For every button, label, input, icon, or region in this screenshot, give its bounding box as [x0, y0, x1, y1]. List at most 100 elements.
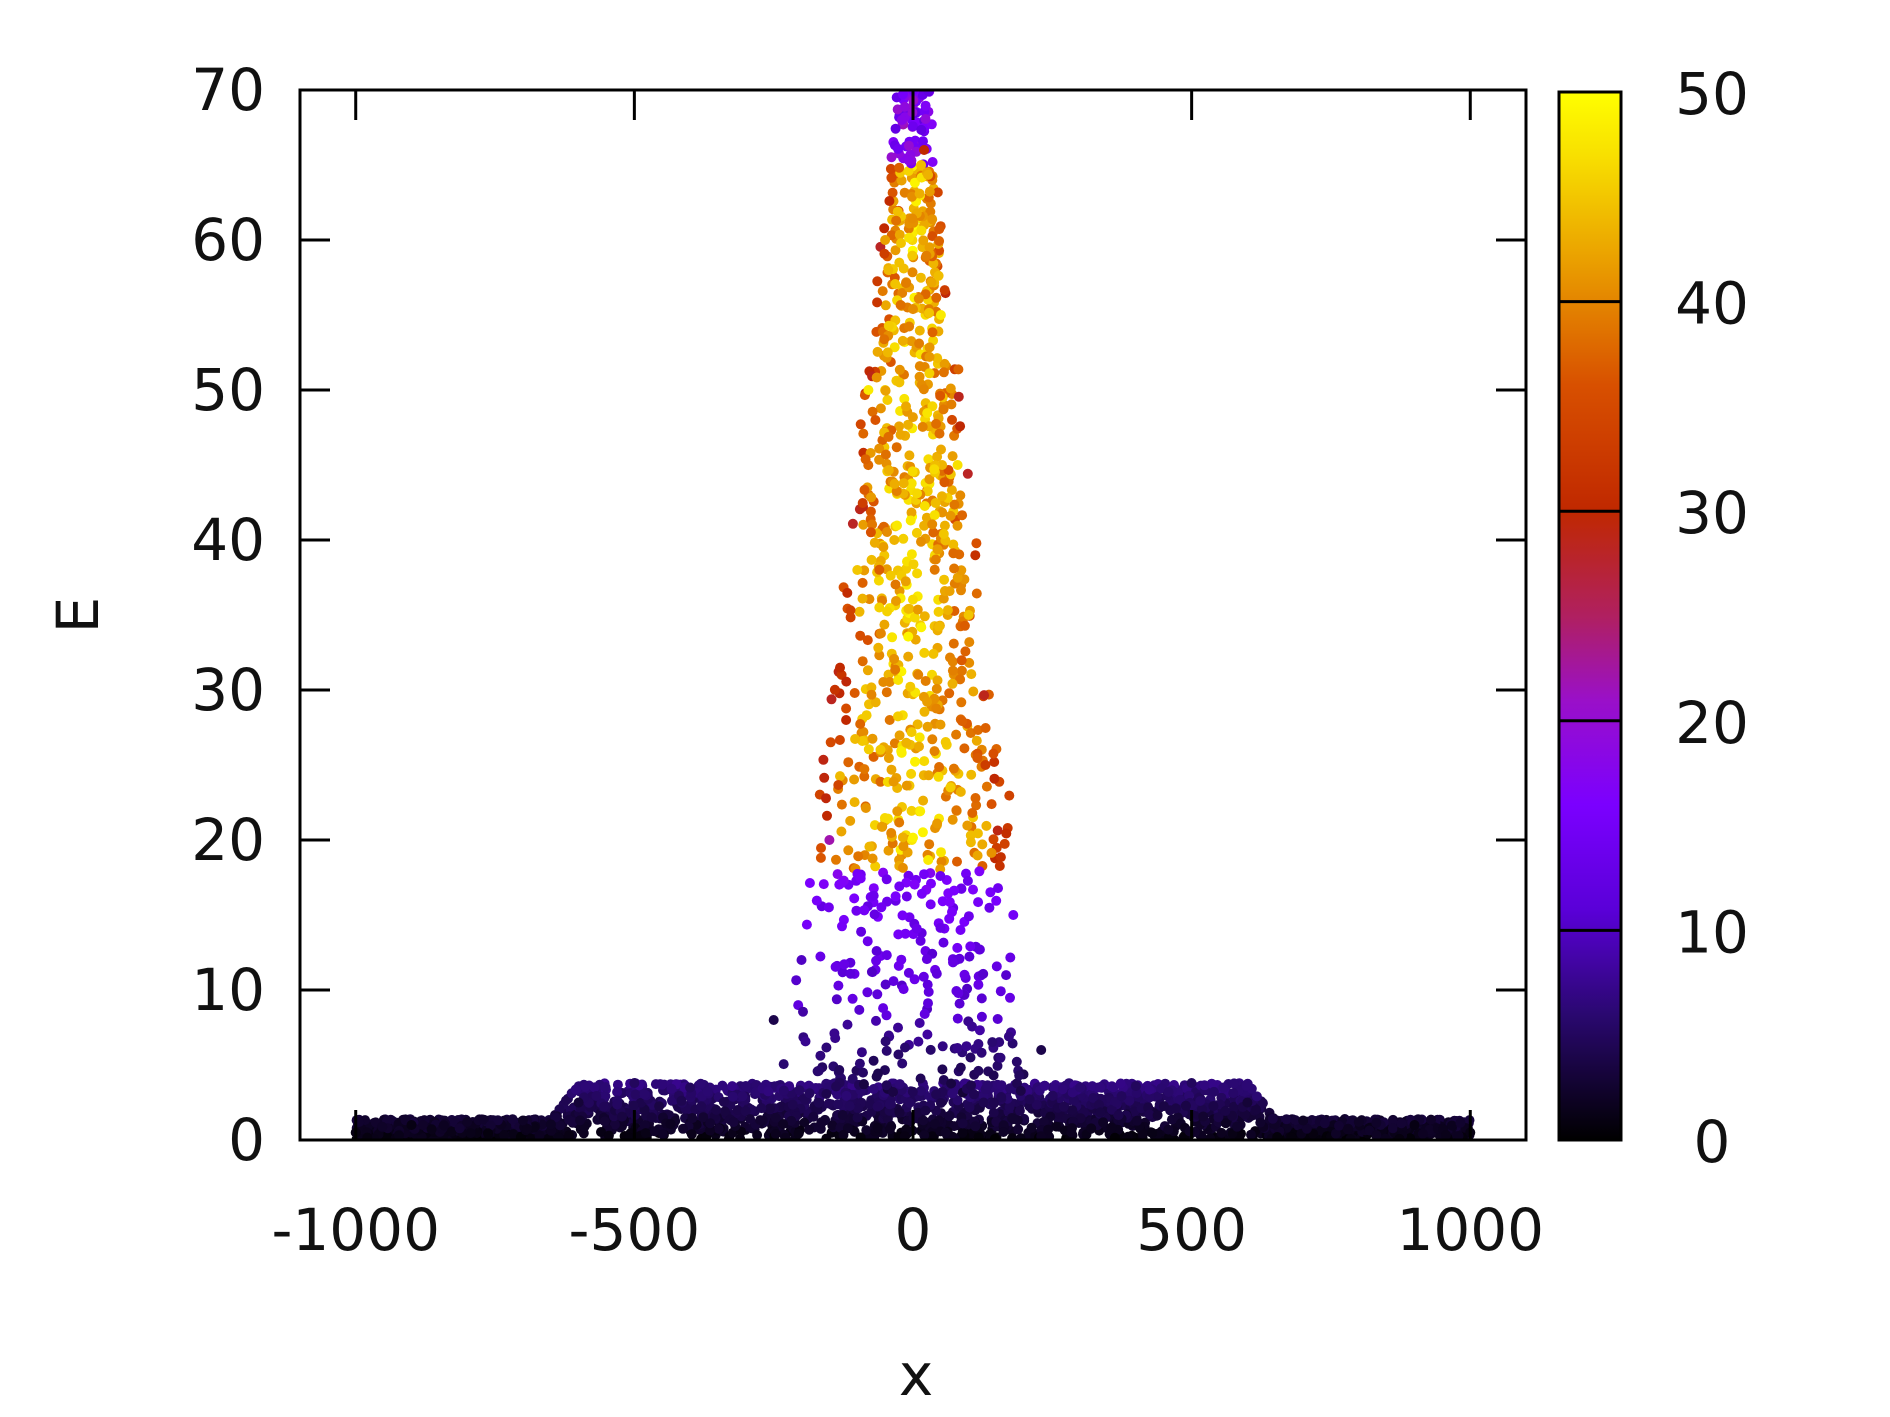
data-point: [801, 919, 812, 930]
data-point: [564, 1130, 575, 1140]
data-point: [827, 1120, 838, 1131]
data-point: [890, 279, 901, 289]
data-point: [881, 1045, 892, 1056]
x-tick-label: 1000: [1396, 1196, 1544, 1264]
data-point: [609, 1119, 620, 1130]
data-point: [1067, 1123, 1077, 1134]
data-point: [600, 1082, 611, 1093]
data-point: [893, 1049, 904, 1060]
data-point: [665, 1119, 676, 1129]
data-point: [877, 286, 888, 297]
data-point: [923, 169, 934, 180]
data-point: [916, 622, 927, 633]
data-point: [1267, 1113, 1278, 1124]
data-point: [932, 353, 943, 364]
data-point: [919, 869, 929, 880]
data-point: [971, 735, 982, 746]
y-tick-label: 60: [191, 206, 265, 274]
data-point: [968, 686, 979, 697]
data-point: [1272, 1132, 1283, 1140]
data-point: [988, 1107, 999, 1118]
data-point: [964, 951, 975, 962]
data-point: [907, 250, 918, 261]
data-point: [927, 519, 938, 530]
data-point: [923, 770, 934, 781]
data-point: [957, 510, 968, 521]
data-point: [478, 1114, 489, 1125]
data-point: [935, 719, 946, 730]
colorbar-tick-label: 50: [1675, 60, 1749, 128]
data-point: [908, 559, 919, 570]
data-point: [885, 570, 896, 581]
data-point: [896, 746, 907, 756]
data-point: [786, 1115, 797, 1126]
data-point: [914, 371, 925, 382]
data-point: [864, 841, 875, 852]
data-point: [890, 664, 901, 675]
data-point: [920, 1105, 931, 1116]
data-point: [862, 936, 873, 947]
data-point: [596, 1127, 606, 1137]
data-point: [849, 688, 860, 698]
data-point: [892, 806, 903, 817]
data-point: [719, 1106, 730, 1117]
data-point: [898, 841, 909, 852]
data-point: [818, 879, 829, 890]
data-point: [882, 606, 893, 617]
data-point: [1008, 910, 1019, 920]
data-point: [893, 711, 903, 722]
data-point: [900, 928, 911, 939]
data-point: [912, 719, 923, 730]
data-point: [1208, 1086, 1219, 1097]
data-point: [1298, 1115, 1309, 1126]
data-point: [815, 951, 826, 962]
data-point: [843, 845, 854, 856]
data-point: [1036, 1131, 1047, 1140]
data-point: [954, 998, 965, 1009]
data-point: [858, 1067, 868, 1078]
data-point: [937, 460, 948, 470]
data-point: [934, 224, 945, 235]
data-point: [973, 1132, 984, 1140]
x-axis-label: x: [899, 1341, 933, 1409]
data-point: [832, 1099, 843, 1110]
data-point: [887, 632, 898, 643]
data-point: [959, 743, 970, 754]
data-point: [1301, 1123, 1312, 1134]
data-point: [995, 986, 1006, 997]
data-point: [924, 474, 935, 485]
data-point: [1158, 1101, 1169, 1112]
data-point: [919, 756, 930, 767]
data-point: [1095, 1082, 1106, 1093]
data-point: [863, 744, 874, 755]
data-point: [1067, 1105, 1078, 1116]
data-point: [829, 684, 840, 695]
data-point: [881, 874, 892, 885]
data-point: [485, 1120, 496, 1131]
data-point: [1039, 1116, 1049, 1127]
data-point: [974, 866, 985, 877]
data-point: [880, 235, 891, 245]
data-point: [940, 737, 951, 747]
y-tick-label: 40: [191, 506, 265, 574]
data-point: [1069, 1095, 1079, 1106]
data-point: [1186, 1078, 1197, 1088]
data-point: [956, 665, 967, 676]
data-point: [889, 653, 900, 664]
data-point: [887, 187, 898, 198]
data-point: [492, 1115, 503, 1126]
data-point: [873, 642, 884, 653]
data-point: [866, 492, 877, 503]
data-point: [892, 520, 902, 531]
data-point: [1001, 970, 1012, 981]
data-point: [890, 123, 901, 134]
data-point: [629, 1078, 640, 1088]
data-point: [796, 955, 807, 965]
data-point: [897, 288, 908, 298]
data-point: [844, 1101, 855, 1111]
data-point: [901, 278, 911, 289]
data-point: [1353, 1117, 1364, 1127]
data-point: [891, 442, 902, 453]
data-point: [438, 1120, 449, 1131]
data-point: [957, 1118, 968, 1129]
